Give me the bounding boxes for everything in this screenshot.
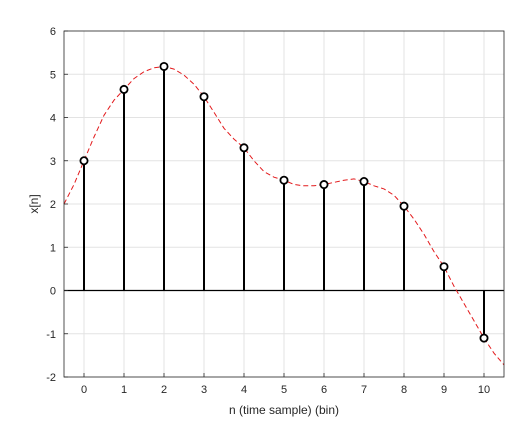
x-tick-label: 4 [241, 384, 247, 396]
stem-marker [199, 92, 209, 102]
stem-marker [479, 333, 489, 343]
y-axis-ticks: -2 -1 0 1 2 3 4 5 6 [46, 26, 68, 384]
stem-marker [159, 61, 169, 71]
stem-marker [399, 201, 409, 211]
stem-marker [319, 180, 329, 190]
x-tick-label: 8 [401, 384, 407, 396]
stem-series [79, 61, 489, 343]
x-tick-label: 7 [361, 384, 367, 396]
x-tick-label: 5 [281, 384, 287, 396]
y-tick-label: 1 [50, 242, 56, 254]
x-tick-label: 1 [121, 384, 127, 396]
y-tick-label: 5 [50, 69, 56, 81]
y-tick-label: 2 [50, 199, 56, 211]
x-tick-label: 2 [161, 384, 167, 396]
y-tick-label: 3 [50, 156, 56, 168]
x-tick-label: 3 [201, 384, 207, 396]
y-tick-label: 4 [50, 113, 56, 125]
stem-marker [439, 262, 449, 272]
stem-marker [239, 143, 249, 153]
stem-marker [279, 175, 289, 185]
y-tick-label: 0 [50, 286, 56, 298]
x-tick-label: 9 [441, 384, 447, 396]
stem-marker [119, 84, 129, 94]
y-tick-label: -2 [46, 372, 56, 384]
y-tick-label: -1 [46, 329, 56, 341]
y-axis-label: x[n] [27, 194, 41, 213]
x-tick-label: 0 [81, 384, 87, 396]
x-axis-ticks: 0 1 2 3 4 5 6 7 8 9 10 [81, 373, 490, 396]
x-axis-label: n (time sample) (bin) [229, 403, 339, 417]
y-tick-label: 6 [50, 26, 56, 38]
stem-marker [359, 177, 369, 187]
x-tick-label: 6 [321, 384, 327, 396]
stem-marker [79, 156, 89, 166]
x-tick-label: 10 [478, 384, 490, 396]
